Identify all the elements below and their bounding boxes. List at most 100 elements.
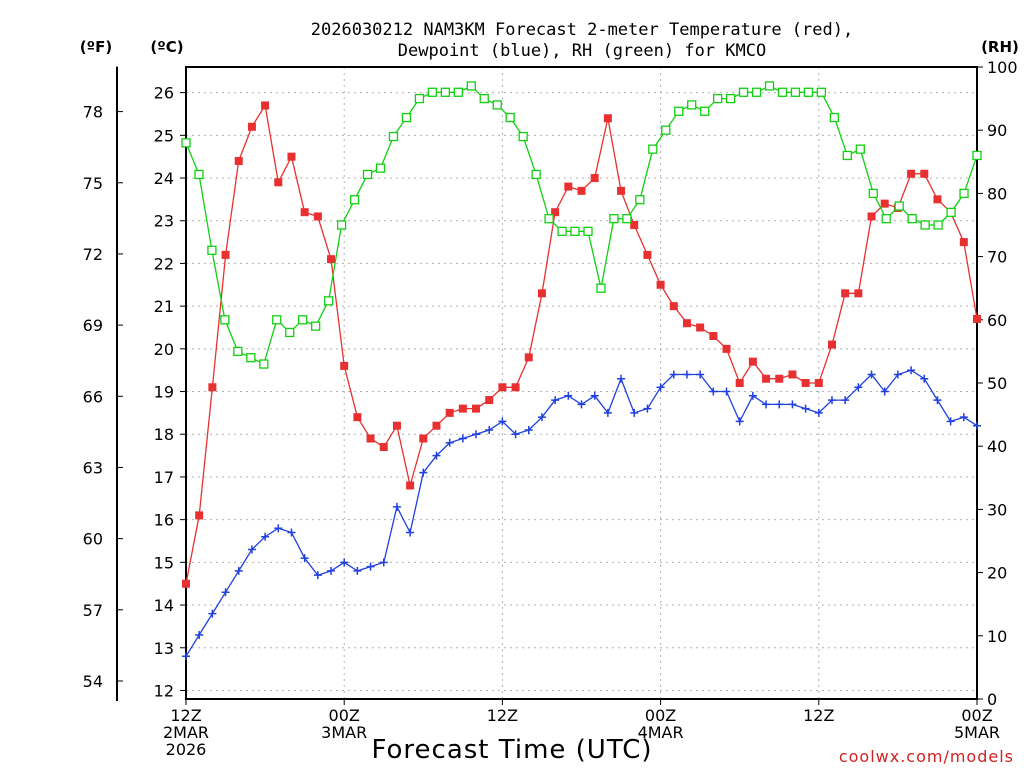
temperature-point bbox=[564, 182, 573, 191]
axes bbox=[116, 66, 978, 701]
celsius-tick-label: 13 bbox=[154, 639, 174, 658]
dewpoint-point bbox=[327, 566, 336, 575]
temperature-point bbox=[788, 370, 797, 379]
temperature-point bbox=[261, 101, 270, 110]
dewpoint-point bbox=[933, 396, 942, 405]
temperature-point bbox=[775, 374, 784, 383]
rh-point bbox=[583, 226, 593, 236]
rh-point bbox=[803, 87, 814, 97]
rh-point bbox=[544, 214, 554, 224]
rh-point bbox=[946, 207, 956, 218]
dewpoint-point bbox=[722, 387, 731, 396]
temperature-point bbox=[907, 169, 916, 178]
dewpoint-point bbox=[313, 571, 322, 580]
chart-title-line-1: 2026030212 NAM3KM Forecast 2-meter Tempe… bbox=[311, 20, 853, 40]
time-tick-label: 12Z bbox=[487, 706, 518, 725]
temperature-point bbox=[221, 250, 230, 259]
temperature-point bbox=[551, 208, 560, 217]
rh-point bbox=[894, 201, 904, 211]
time-tick-label: 12Z bbox=[803, 706, 834, 725]
rh-point bbox=[246, 353, 256, 363]
time-tick-label: 2026 bbox=[166, 740, 207, 759]
dewpoint-point bbox=[973, 421, 981, 430]
temperature-point bbox=[472, 404, 481, 413]
rh-point bbox=[220, 315, 230, 325]
temperature-point bbox=[208, 383, 217, 392]
dewpoint-point bbox=[946, 417, 955, 426]
temperature-point bbox=[682, 319, 691, 328]
dewpoint-point bbox=[300, 554, 309, 563]
rh-point bbox=[207, 245, 217, 255]
dewpoint-point bbox=[775, 400, 784, 409]
celsius-tick-label: 22 bbox=[154, 254, 174, 273]
rh-tick-label: 30 bbox=[987, 500, 1007, 519]
dewpoint-point bbox=[643, 404, 652, 413]
temperature-point bbox=[234, 156, 243, 165]
dewpoint-point bbox=[274, 524, 283, 533]
time-tick-label: 00Z bbox=[329, 706, 360, 725]
temperature-point bbox=[313, 212, 322, 221]
rh-tick-label: 40 bbox=[987, 437, 1007, 456]
rh-point bbox=[505, 112, 515, 123]
rh-point bbox=[609, 214, 619, 224]
celsius-tick-label: 26 bbox=[154, 84, 174, 103]
dewpoint-point bbox=[485, 425, 494, 434]
dewpoint-point bbox=[445, 438, 454, 447]
celsius-axis-unit: (ºC) bbox=[150, 38, 183, 56]
rh-point bbox=[336, 220, 347, 230]
temperature-point bbox=[366, 434, 375, 443]
rh-point bbox=[349, 195, 360, 205]
data-series bbox=[181, 81, 982, 661]
temperature-point bbox=[432, 421, 441, 430]
dewpoint-point bbox=[880, 387, 889, 396]
rh-point bbox=[816, 87, 827, 97]
temperature-point bbox=[274, 178, 283, 187]
dewpoint-point bbox=[709, 387, 718, 396]
rh-point bbox=[751, 87, 762, 97]
dewpoint-line bbox=[185, 369, 978, 657]
dewpoint-point bbox=[234, 566, 243, 575]
rh-point bbox=[687, 100, 697, 110]
temperature-point bbox=[537, 289, 546, 298]
temperature-point bbox=[392, 421, 401, 430]
dewpoint-point bbox=[419, 468, 428, 477]
rh-point bbox=[764, 81, 775, 91]
rh-point bbox=[362, 169, 373, 180]
rh-axis-unit: (RH) bbox=[981, 38, 1019, 56]
temperature-point bbox=[353, 413, 362, 422]
temperature-point bbox=[300, 208, 309, 217]
rh-point bbox=[868, 188, 878, 199]
dewpoint-point bbox=[590, 391, 599, 400]
rh-point bbox=[713, 93, 723, 104]
celsius-tick-labels: 12 13 14 15 16 17 18 19 20 21 22 23 24 25 26 bbox=[154, 84, 186, 700]
dewpoint-point bbox=[551, 396, 560, 405]
temperature-point bbox=[748, 357, 757, 366]
celsius-tick-label: 25 bbox=[154, 126, 174, 145]
temperature-point bbox=[577, 186, 586, 195]
rh-point bbox=[414, 93, 425, 104]
temperature-point bbox=[827, 340, 836, 349]
temperature-point bbox=[696, 323, 705, 332]
time-tick-label: 3MAR bbox=[321, 723, 367, 742]
time-tick-label: 12Z bbox=[170, 706, 201, 725]
temperature-point bbox=[379, 443, 388, 452]
temperature-point bbox=[511, 383, 520, 392]
dewpoint-point bbox=[907, 366, 916, 375]
rh-point bbox=[453, 87, 463, 97]
x-axis-label: Forecast Time (UTC) bbox=[371, 735, 652, 765]
fahrenheit-tick-label: 66 bbox=[83, 387, 103, 406]
rh-point bbox=[272, 315, 282, 325]
rh-point bbox=[440, 87, 450, 97]
temperature-point bbox=[959, 238, 968, 247]
dewpoint-point bbox=[959, 413, 968, 422]
temperature-point bbox=[498, 383, 507, 392]
fahrenheit-tick-label: 63 bbox=[83, 458, 103, 477]
rh-point bbox=[855, 144, 865, 154]
rh-tick-label: 70 bbox=[987, 248, 1007, 267]
celsius-tick-label: 18 bbox=[154, 425, 174, 444]
temperature-point bbox=[524, 353, 533, 362]
rh-point bbox=[375, 163, 386, 173]
rh-point bbox=[725, 93, 736, 104]
time-tick-label: 00Z bbox=[645, 706, 676, 725]
